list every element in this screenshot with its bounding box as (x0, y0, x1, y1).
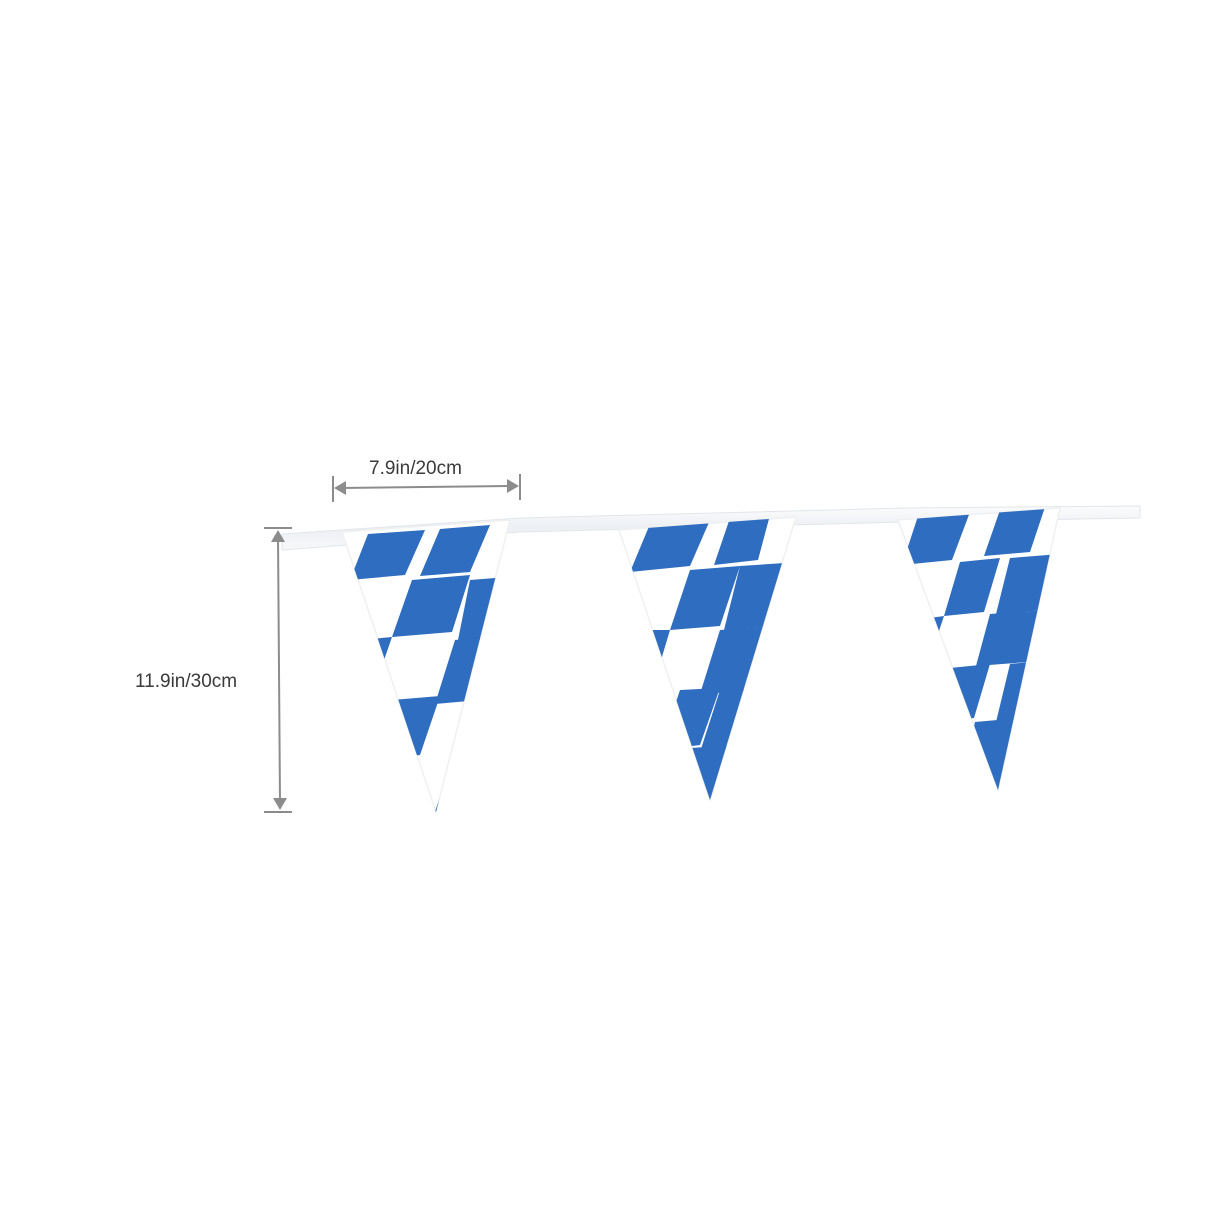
height-dimension-label: 11.9in/30cm (135, 671, 238, 692)
width-dimension-line (332, 474, 521, 502)
pennant-3 (896, 507, 1061, 793)
width-dimension-label: 7.9in/20cm (369, 458, 462, 479)
height-dimension-line (264, 527, 292, 813)
pennant-1 (340, 519, 511, 815)
pennant-2 (617, 516, 798, 803)
